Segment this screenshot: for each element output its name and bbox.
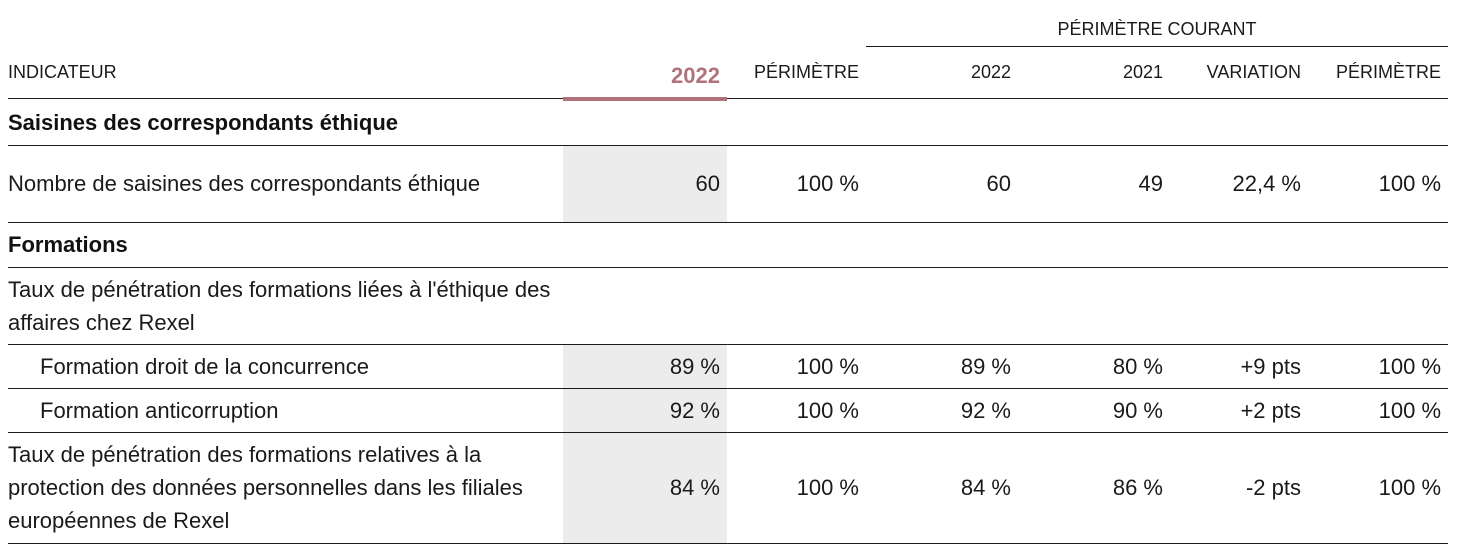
col-header-selected-year: 2022: [563, 46, 727, 101]
cell-perimeter: 100 %: [727, 145, 866, 223]
cell-current-2021: 49: [1018, 145, 1170, 223]
section-title: Formations: [8, 222, 1449, 268]
row-label: Taux de pénétration des formations liées…: [8, 267, 563, 345]
cell-current-2022: 60: [866, 145, 1018, 223]
cell-current-perimeter: 100 %: [1308, 344, 1449, 389]
cell-perimeter: 100 %: [727, 432, 866, 544]
header-group-spacer: [8, 0, 866, 47]
table-row: Nombre de saisines des correspondants ét…: [8, 145, 1449, 223]
table-row: Taux de pénétration des formations relat…: [8, 432, 1449, 544]
cell-current-2021: 80 %: [1018, 344, 1170, 389]
cell-perimeter: [727, 267, 866, 345]
cell-variation: -2 pts: [1170, 432, 1308, 544]
cell-current-2022: 84 %: [866, 432, 1018, 544]
ethics-indicators-table-wrapper: PÉRIMÈTRE COURANT INDICATEUR 2022 PÉRIMÈ…: [8, 0, 1449, 544]
table-row: Taux de pénétration des formations liées…: [8, 267, 1449, 345]
ethics-indicators-table: PÉRIMÈTRE COURANT INDICATEUR 2022 PÉRIMÈ…: [8, 0, 1449, 544]
col-header-current-2021: 2021: [1018, 46, 1170, 99]
col-header-perimeter: PÉRIMÈTRE: [727, 46, 866, 99]
cell-perimeter: 100 %: [727, 388, 866, 433]
cell-current-2022: 89 %: [866, 344, 1018, 389]
cell-current-2022: 92 %: [866, 388, 1018, 433]
cell-selected-year: 84 %: [563, 432, 727, 544]
section-header-row: Formations: [8, 222, 1449, 268]
header-group-row: PÉRIMÈTRE COURANT: [8, 0, 1449, 47]
cell-selected-year: 60: [563, 145, 727, 223]
row-label: Formation droit de la concurrence: [8, 344, 563, 389]
cell-current-perimeter: 100 %: [1308, 432, 1449, 544]
row-label: Taux de pénétration des formations relat…: [8, 432, 563, 544]
cell-current-perimeter: [1308, 267, 1449, 345]
cell-current-2022: [866, 267, 1018, 345]
cell-selected-year: 92 %: [563, 388, 727, 433]
cell-perimeter: 100 %: [727, 344, 866, 389]
section-header-row: Saisines des correspondants éthique: [8, 98, 1449, 146]
row-label: Formation anticorruption: [8, 388, 563, 433]
table-row: Formation droit de la concurrence 89 % 1…: [8, 344, 1449, 389]
col-header-current-2022: 2022: [866, 46, 1018, 99]
cell-variation: [1170, 267, 1308, 345]
cell-current-perimeter: 100 %: [1308, 145, 1449, 223]
col-header-variation: VARIATION: [1170, 46, 1308, 99]
cell-current-2021: 90 %: [1018, 388, 1170, 433]
section-title: Saisines des correspondants éthique: [8, 98, 1449, 146]
cell-selected-year: [563, 267, 727, 345]
row-label: Nombre de saisines des correspondants ét…: [8, 145, 563, 223]
col-header-current-perimeter: PÉRIMÈTRE: [1308, 46, 1449, 99]
cell-variation: 22,4 %: [1170, 145, 1308, 223]
cell-current-perimeter: 100 %: [1308, 388, 1449, 433]
header-columns-row: INDICATEUR 2022 PÉRIMÈTRE 2022 2021 VARI…: [8, 46, 1449, 101]
header-group-current-perimeter: PÉRIMÈTRE COURANT: [866, 0, 1449, 47]
col-header-indicator: INDICATEUR: [8, 46, 563, 99]
table-row: Formation anticorruption 92 % 100 % 92 %…: [8, 388, 1449, 433]
cell-variation: +2 pts: [1170, 388, 1308, 433]
cell-variation: +9 pts: [1170, 344, 1308, 389]
cell-current-2021: [1018, 267, 1170, 345]
cell-selected-year: 89 %: [563, 344, 727, 389]
cell-current-2021: 86 %: [1018, 432, 1170, 544]
